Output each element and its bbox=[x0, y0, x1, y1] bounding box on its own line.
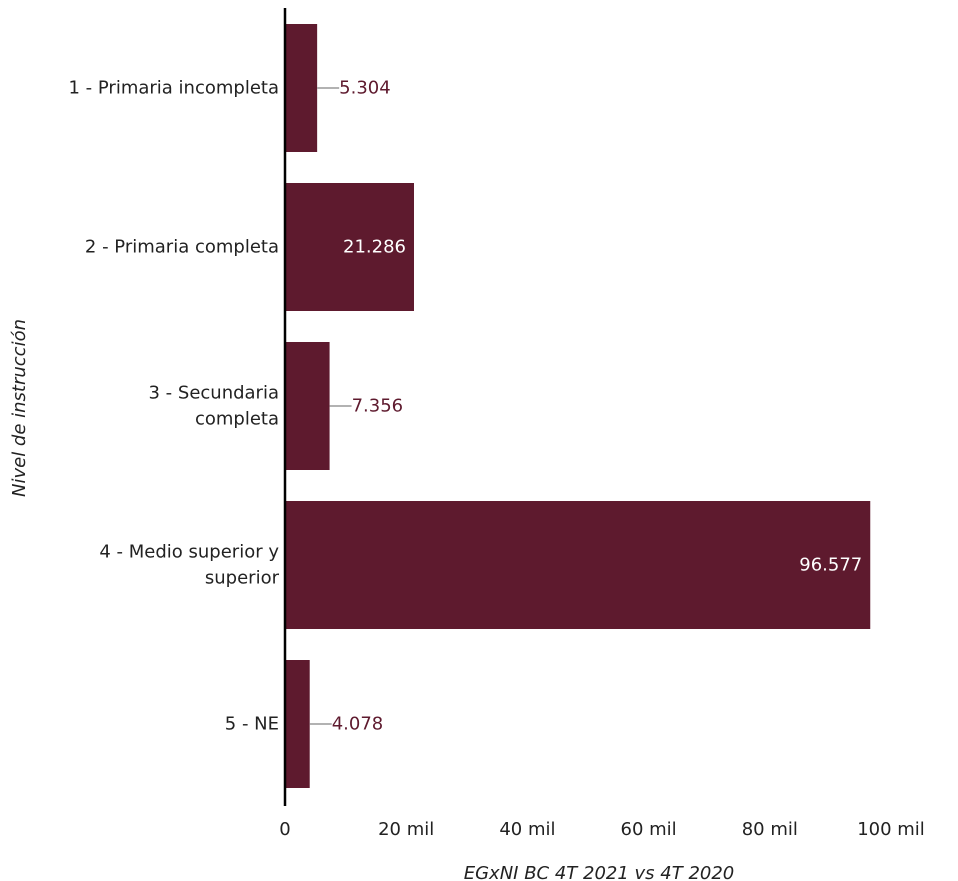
x-axis-title: EGxNI BC 4T 2021 vs 4T 2020 bbox=[464, 863, 735, 881]
value-label-1: 5.304 bbox=[339, 78, 391, 99]
category-label-4: 4 - Medio superior y superior bbox=[99, 542, 279, 589]
value-label-5: 4.078 bbox=[332, 714, 384, 735]
bar-5 bbox=[285, 660, 310, 788]
x-tick-label-6: 100 mil bbox=[857, 819, 925, 840]
bar-4 bbox=[285, 501, 871, 629]
bar-2 bbox=[285, 183, 414, 311]
bar-3 bbox=[285, 342, 330, 470]
x-tick-labels-group: 0 20 mil 40 mil 60 mil 80 mil 100 mil bbox=[279, 819, 925, 840]
x-tick-label-3: 40 mil bbox=[499, 819, 555, 840]
value-label-2: 21.286 bbox=[343, 237, 406, 258]
y-axis-title: Nivel de instrucción bbox=[9, 319, 30, 497]
x-tick-label-4: 60 mil bbox=[621, 819, 677, 840]
leader-lines-group bbox=[309, 87, 352, 725]
category-label-5: 5 - NE bbox=[225, 714, 279, 735]
value-label-4: 96.577 bbox=[799, 555, 862, 576]
x-tick-label-5: 80 mil bbox=[742, 819, 798, 840]
value-label-3: 7.356 bbox=[352, 396, 404, 417]
x-tick-label-1: 0 bbox=[279, 819, 290, 840]
category-labels-group: 1 - Primaria incompleta 2 - Primaria comp… bbox=[69, 78, 280, 735]
category-label-2: 2 - Primaria completa bbox=[85, 237, 279, 258]
value-labels-group: 5.304 21.286 7.356 96.577 4.078 bbox=[332, 78, 863, 735]
bar-1 bbox=[285, 24, 318, 152]
category-label-1: 1 - Primaria incompleta bbox=[69, 78, 280, 99]
category-label-3: 3 - Secundaria completa bbox=[149, 383, 280, 430]
x-tick-label-2: 20 mil bbox=[378, 819, 434, 840]
bars-group bbox=[285, 24, 871, 788]
